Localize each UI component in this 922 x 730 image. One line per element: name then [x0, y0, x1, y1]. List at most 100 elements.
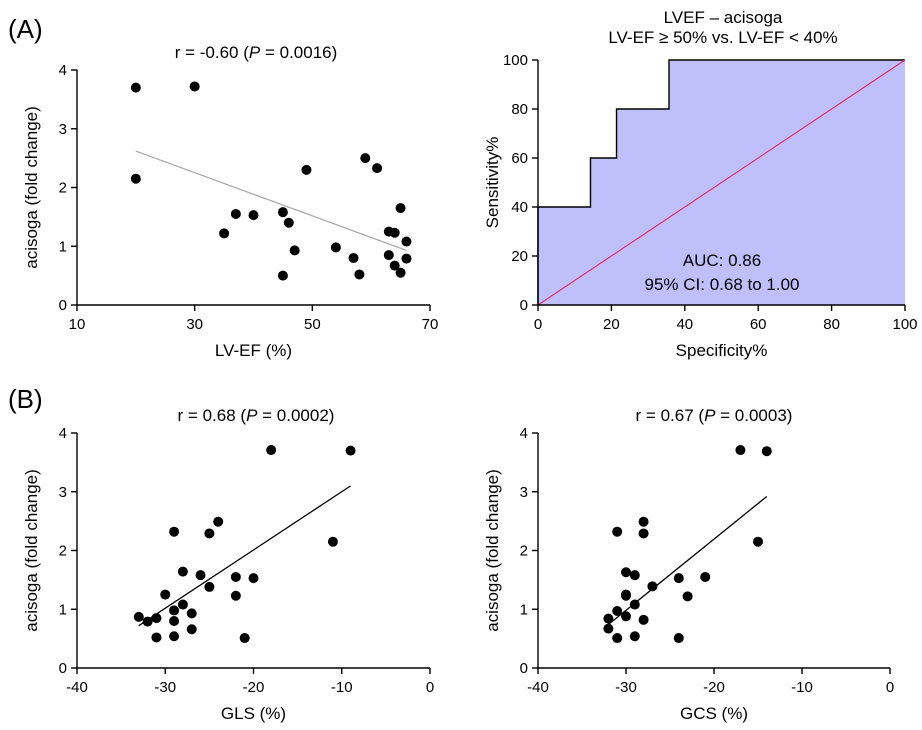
data-point: [189, 81, 200, 92]
y-tick-label: 0: [59, 660, 67, 677]
y-tick-label: 4: [59, 62, 67, 79]
data-point: [151, 632, 162, 643]
chart-title: r = -0.60 (P = 0.0016): [175, 43, 338, 62]
y-tick-label: 1: [59, 238, 67, 255]
data-point: [603, 613, 614, 624]
auc-annotation: AUC: 0.86: [683, 251, 761, 270]
y-tick-label: 4: [59, 425, 67, 442]
data-point: [603, 623, 614, 634]
y-tick-label: 2: [520, 543, 528, 560]
chart-title-part: P: [246, 406, 258, 425]
roc-reference-line: [537, 59, 906, 306]
data-point: [177, 566, 188, 577]
y-tick-label: 4: [520, 425, 528, 442]
x-tick-label: 50: [304, 316, 321, 333]
x-tick-label: -30: [615, 679, 637, 696]
x-tick-label: -20: [703, 679, 725, 696]
x-tick-label: -40: [66, 679, 88, 696]
data-point: [230, 590, 241, 601]
data-point: [204, 528, 215, 539]
data-point: [248, 210, 259, 221]
y-tick-label: 100: [503, 52, 528, 69]
data-point: [277, 207, 288, 218]
y-tick-label: 20: [511, 248, 528, 265]
x-axis-label: LV-EF (%): [215, 341, 292, 360]
data-point: [169, 605, 180, 616]
data-point: [395, 203, 406, 214]
data-point: [130, 173, 141, 184]
data-point: [130, 82, 141, 93]
data-point: [629, 599, 640, 610]
y-tick-label: 1: [520, 601, 528, 618]
chart-roc: 0 20 40 60 80 100 0 20 40 60 80 100 Specificity% Sens…: [483, 8, 918, 360]
chart-gls-scatter: -40 -30 -20 -10 0 0 1 2 3 4 GLS (%) acisoga (fold c…: [22, 406, 434, 723]
x-tick-label: -40: [527, 679, 549, 696]
panel-label-b: (B): [8, 384, 43, 414]
chart-title-part: r = -0.60 (: [175, 43, 250, 62]
chart-title: r = 0.68 (P = 0.0002): [178, 406, 335, 425]
x-tick-label: 40: [676, 316, 693, 333]
x-tick-label: 60: [750, 316, 767, 333]
y-tick-label: 1: [59, 601, 67, 618]
y-tick-label: 40: [511, 199, 528, 216]
y-tick-label: 2: [59, 543, 67, 560]
data-point: [301, 164, 312, 175]
roc-curve: [537, 59, 905, 305]
data-point: [133, 611, 144, 622]
data-point: [289, 245, 300, 256]
x-axis-label: GCS (%): [680, 704, 748, 723]
x-tick-label: -30: [154, 679, 176, 696]
panel-label-a: (A): [8, 14, 43, 44]
data-point: [389, 260, 400, 271]
ci-annotation: 95% CI: 0.68 to 1.00: [645, 275, 800, 294]
chart-title-part: r = 0.68 (: [178, 406, 247, 425]
x-tick-label: 10: [69, 316, 86, 333]
x-tick-label: 0: [534, 316, 542, 333]
chart-lvef-scatter: 10 30 50 70 0 1 2 3 4 LV-EF (%) acisoga (fold chan…: [22, 43, 438, 360]
data-point: [383, 250, 394, 261]
data-point: [629, 570, 640, 581]
data-point: [647, 581, 658, 592]
chart-title-part: P: [704, 406, 716, 425]
data-point: [169, 616, 180, 626]
data-point: [195, 570, 206, 581]
y-axis-label: Sensitivity%: [483, 137, 502, 229]
data-point: [186, 624, 197, 635]
data-point: [753, 536, 763, 547]
data-point: [401, 236, 412, 247]
x-tick-label: 30: [186, 316, 203, 333]
y-tick-label: 80: [511, 101, 528, 118]
y-axis-label: acisoga (fold change): [22, 469, 41, 632]
y-tick-label: 0: [520, 660, 528, 677]
data-point: [735, 445, 746, 456]
x-tick-label: 70: [422, 316, 439, 333]
data-point: [230, 571, 241, 582]
chart-title-part: = 0.0003): [715, 406, 792, 425]
y-tick-label: 2: [59, 180, 67, 197]
data-point: [395, 267, 406, 278]
data-point: [638, 614, 649, 625]
chart-title: LVEF – acisoga: [664, 8, 783, 27]
chart-title-part: P: [249, 43, 261, 62]
data-point: [401, 253, 412, 264]
data-point: [348, 253, 359, 263]
data-point: [230, 208, 241, 219]
data-point: [638, 516, 649, 527]
data-point: [621, 611, 631, 622]
x-tick-label: 80: [823, 316, 840, 333]
x-tick-label: 100: [892, 316, 917, 333]
y-axis-label: acisoga (fold change): [22, 106, 41, 269]
data-point: [372, 163, 383, 174]
data-point: [638, 528, 649, 539]
data-point: [621, 567, 631, 578]
y-tick-label: 60: [511, 150, 528, 167]
chart-subtitle: LV-EF ≥ 50% vs. LV-EF < 40%: [608, 28, 837, 47]
data-point: [761, 446, 772, 457]
data-point: [277, 270, 288, 281]
data-point: [177, 599, 188, 610]
x-tick-label: 20: [603, 316, 620, 333]
data-point: [186, 608, 197, 619]
data-point: [204, 581, 215, 592]
data-point: [327, 536, 338, 547]
